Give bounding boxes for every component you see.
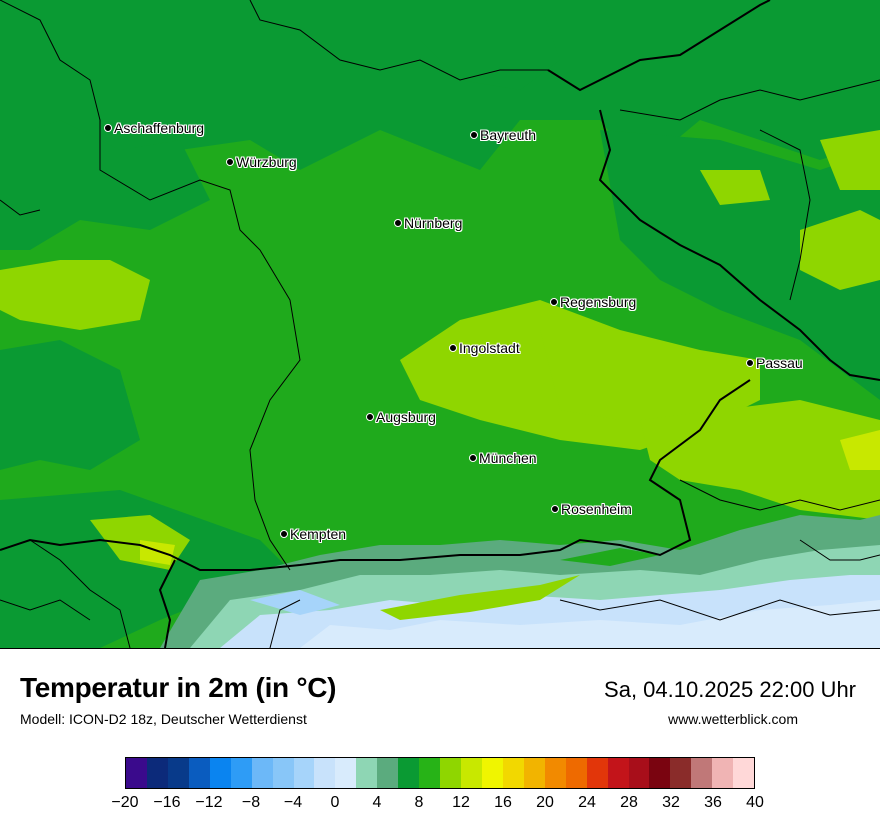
city-dot	[550, 298, 558, 306]
legend-swatch	[167, 758, 189, 788]
legend-tick-label: 24	[578, 794, 596, 811]
city-dot	[449, 344, 457, 352]
city-label-augsburg: Augsburg	[376, 409, 436, 425]
legend-tick-label: −16	[153, 794, 181, 811]
legend-swatch	[146, 758, 168, 788]
city-marker-regensburg[interactable]: Regensburg	[550, 294, 636, 310]
map-state-borders	[0, 0, 880, 648]
city-label-regensburg: Regensburg	[560, 294, 637, 310]
city-marker-bayreuth[interactable]: Bayreuth	[470, 127, 536, 143]
legend-tick-label: 40	[746, 794, 764, 811]
website-link[interactable]: www.wetterblick.com	[668, 711, 798, 727]
color-scale-legend	[125, 757, 755, 789]
legend-swatch	[712, 758, 734, 788]
legend-tick-label: 12	[452, 794, 470, 811]
legend-swatch	[356, 758, 378, 788]
color-scale-ticks: −20 −16 −12 −8 −4 0 4 8 12 16 20 24 28 32 36 40	[111, 794, 763, 818]
legend-swatch	[502, 758, 524, 788]
city-label-kempten: Kempten	[290, 526, 347, 542]
map-title: Temperatur in 2m (in °C)	[20, 672, 337, 703]
city-marker-wuerzburg[interactable]: Würzburg	[226, 154, 297, 170]
legend-swatch	[523, 758, 545, 788]
city-label-aschaffenburg: Aschaffenburg	[114, 120, 205, 136]
map-yellow-green-areas	[0, 130, 880, 570]
city-marker-nuernberg[interactable]: Nürnberg	[394, 215, 462, 231]
legend-swatch	[419, 758, 441, 788]
legend-tick-label: 36	[704, 794, 722, 811]
legend-swatch	[335, 758, 357, 788]
legend-swatch	[126, 758, 147, 788]
legend-swatch	[272, 758, 294, 788]
city-marker-rosenheim[interactable]: Rosenheim	[551, 501, 632, 517]
city-dot	[551, 505, 559, 513]
legend-swatch	[251, 758, 273, 788]
legend-swatch	[398, 758, 420, 788]
city-label-rosenheim: Rosenheim	[561, 501, 632, 517]
map-alps-cold-areas	[160, 515, 880, 648]
city-label-bayreuth: Bayreuth	[480, 127, 537, 143]
legend-swatch	[293, 758, 315, 788]
map-yellow-spots	[140, 430, 880, 565]
city-dot	[104, 124, 112, 132]
city-dot	[280, 530, 288, 538]
city-dot	[470, 131, 478, 139]
city-dot	[394, 219, 402, 227]
legend-swatch	[628, 758, 650, 788]
legend-tick-label: −20	[111, 794, 139, 811]
city-dot	[226, 158, 234, 166]
city-dot	[746, 359, 754, 367]
legend-swatch	[565, 758, 587, 788]
legend-swatch	[209, 758, 231, 788]
model-source-text: Modell: ICON-D2 18z, Deutscher Wetterdie…	[20, 711, 307, 727]
legend-tick-label: 28	[620, 794, 638, 811]
city-dot	[469, 454, 477, 462]
city-label-muenchen: München	[479, 450, 537, 466]
legend-tick-label: 32	[662, 794, 680, 811]
city-marker-kempten[interactable]: Kempten	[280, 526, 346, 542]
legend-swatch	[544, 758, 566, 788]
city-marker-augsburg[interactable]: Augsburg	[366, 409, 436, 425]
legend-swatch	[481, 758, 503, 788]
legend-swatch	[314, 758, 336, 788]
city-label-ingolstadt: Ingolstadt	[459, 340, 520, 356]
legend-tick-label: 16	[494, 794, 512, 811]
legend-swatch	[461, 758, 482, 788]
legend-swatch	[230, 758, 252, 788]
city-marker-passau[interactable]: Passau	[746, 355, 803, 371]
legend-tick-label: 4	[372, 794, 382, 811]
city-marker-muenchen[interactable]: München	[469, 450, 537, 466]
city-dot	[366, 413, 374, 421]
legend-tick-label: 8	[414, 794, 424, 811]
city-label-passau: Passau	[756, 355, 803, 371]
legend-swatch	[691, 758, 713, 788]
map-national-borders	[0, 0, 880, 648]
temperature-map[interactable]: Aschaffenburg Würzburg Bayreuth Nürnberg…	[0, 0, 880, 649]
legend-tick-label: 20	[536, 794, 554, 811]
legend-tick-label: −8	[241, 794, 261, 811]
map-canvas	[0, 0, 880, 648]
legend-swatch	[733, 758, 755, 788]
legend-swatch	[188, 758, 210, 788]
legend-tick-label: −12	[195, 794, 223, 811]
legend-swatch	[377, 758, 399, 788]
legend-swatch	[586, 758, 608, 788]
legend-swatch	[670, 758, 692, 788]
city-marker-aschaffenburg[interactable]: Aschaffenburg	[104, 120, 204, 136]
city-marker-ingolstadt[interactable]: Ingolstadt	[449, 340, 520, 356]
city-label-nuernberg: Nürnberg	[404, 215, 463, 231]
forecast-datetime: Sa, 04.10.2025 22:00 Uhr	[604, 677, 856, 702]
legend-swatch	[440, 758, 461, 788]
legend-tick-label: −4	[283, 794, 303, 811]
city-label-wuerzburg: Würzburg	[236, 154, 297, 170]
legend-swatch	[649, 758, 671, 788]
legend-swatch	[607, 758, 629, 788]
legend-tick-label: 0	[330, 794, 340, 811]
